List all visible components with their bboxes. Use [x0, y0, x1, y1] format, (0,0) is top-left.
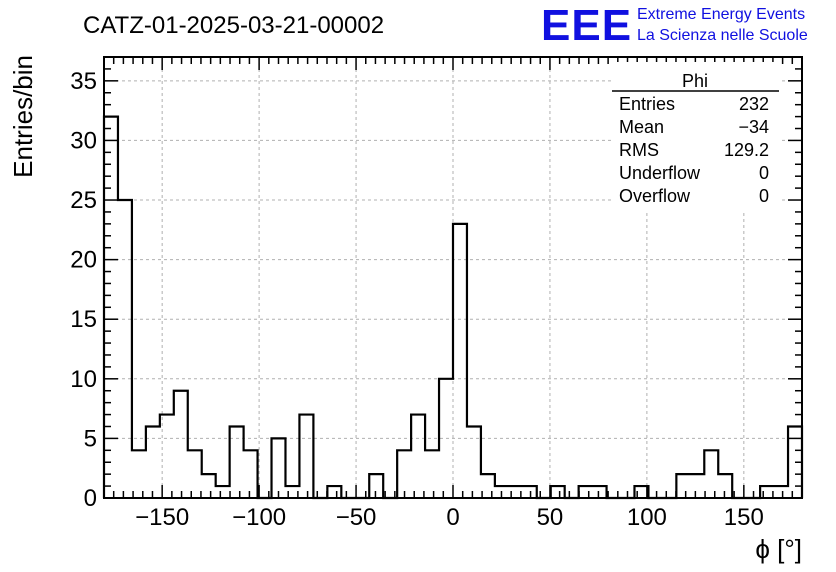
histogram-bin	[704, 450, 718, 498]
histogram-bin	[690, 474, 704, 498]
stats-box-background	[612, 62, 779, 212]
histogram-bin	[551, 486, 565, 498]
y-axis-label: Entries/bin	[8, 55, 38, 178]
histogram-bin	[146, 426, 160, 498]
stats-box: Phi Entries 232 Mean −34 RMS 129.2 Underflow 0 O…	[612, 62, 779, 212]
histogram-bin	[523, 486, 537, 498]
eee-logo-text: EEE	[541, 1, 632, 50]
histogram-bin	[425, 450, 439, 498]
y-tick-label: 15	[70, 306, 97, 333]
stats-row-label: Underflow	[619, 163, 701, 183]
eee-logo-line2: La Scienza nelle Scuole	[637, 27, 808, 44]
stats-rows: Entries 232 Mean −34 RMS 129.2 Underflow 0 Overf…	[619, 94, 769, 206]
y-tick-label: 35	[70, 68, 97, 95]
histogram-bin	[132, 450, 146, 498]
stats-row-value: 232	[739, 94, 769, 114]
x-tick-label: 100	[627, 504, 667, 531]
histogram-bin	[230, 426, 244, 498]
stats-row-label: Entries	[619, 94, 675, 114]
x-tick-label: −100	[232, 504, 286, 531]
histogram-bin	[327, 486, 341, 498]
histogram-bars	[102, 115, 804, 500]
x-tick-label: −50	[336, 504, 377, 531]
histogram-bin	[369, 474, 383, 498]
histogram-bin	[718, 474, 732, 498]
stats-row-label: Mean	[619, 117, 664, 137]
x-tick-label: 0	[446, 504, 459, 531]
histogram-bin	[174, 391, 188, 498]
histogram-bin	[299, 415, 313, 498]
histogram-bin	[411, 415, 425, 498]
x-tick-label: 150	[724, 504, 764, 531]
histogram-bin	[676, 474, 690, 498]
y-axis-ticks: 0 5 10 15 20 25 30 35	[70, 68, 802, 512]
chart-title: CATZ-01-2025-03-21-00002	[83, 12, 384, 39]
y-tick-label: 0	[84, 485, 97, 512]
y-tick-label: 25	[70, 187, 97, 214]
histogram-bin	[397, 450, 411, 498]
stats-row-label: RMS	[619, 140, 659, 160]
histogram-bin	[118, 200, 132, 498]
x-tick-label: 50	[537, 504, 564, 531]
histogram-bin	[453, 224, 467, 498]
stats-row-label: Overflow	[619, 186, 691, 206]
stats-row-value: 0	[759, 163, 769, 183]
histogram-bin	[774, 486, 788, 498]
y-tick-label: 5	[84, 425, 97, 452]
histogram-bin	[244, 450, 258, 498]
histogram-bin	[481, 474, 495, 498]
stats-row-value: −34	[738, 117, 769, 137]
histogram-bin	[272, 438, 286, 498]
histogram-bin	[579, 486, 593, 498]
histogram-bin	[760, 486, 774, 498]
eee-logo: EEE Extreme Energy Events La Scienza nel…	[541, 1, 808, 50]
eee-logo-line1: Extreme Energy Events	[637, 6, 805, 23]
histogram-outline	[102, 115, 804, 500]
stats-title: Phi	[682, 71, 708, 91]
y-tick-label: 10	[70, 366, 97, 393]
stats-row-value: 0	[759, 186, 769, 206]
stats-row-value: 129.2	[724, 140, 769, 160]
x-tick-label: −150	[135, 504, 189, 531]
histogram-bin	[467, 426, 481, 498]
y-tick-label: 30	[70, 127, 97, 154]
histogram-bin	[593, 486, 607, 498]
histogram-bin	[216, 486, 230, 498]
histogram-bin	[188, 450, 202, 498]
x-axis-label: ϕ [°]	[755, 534, 802, 564]
histogram-bin	[202, 474, 216, 498]
y-tick-label: 20	[70, 247, 97, 274]
